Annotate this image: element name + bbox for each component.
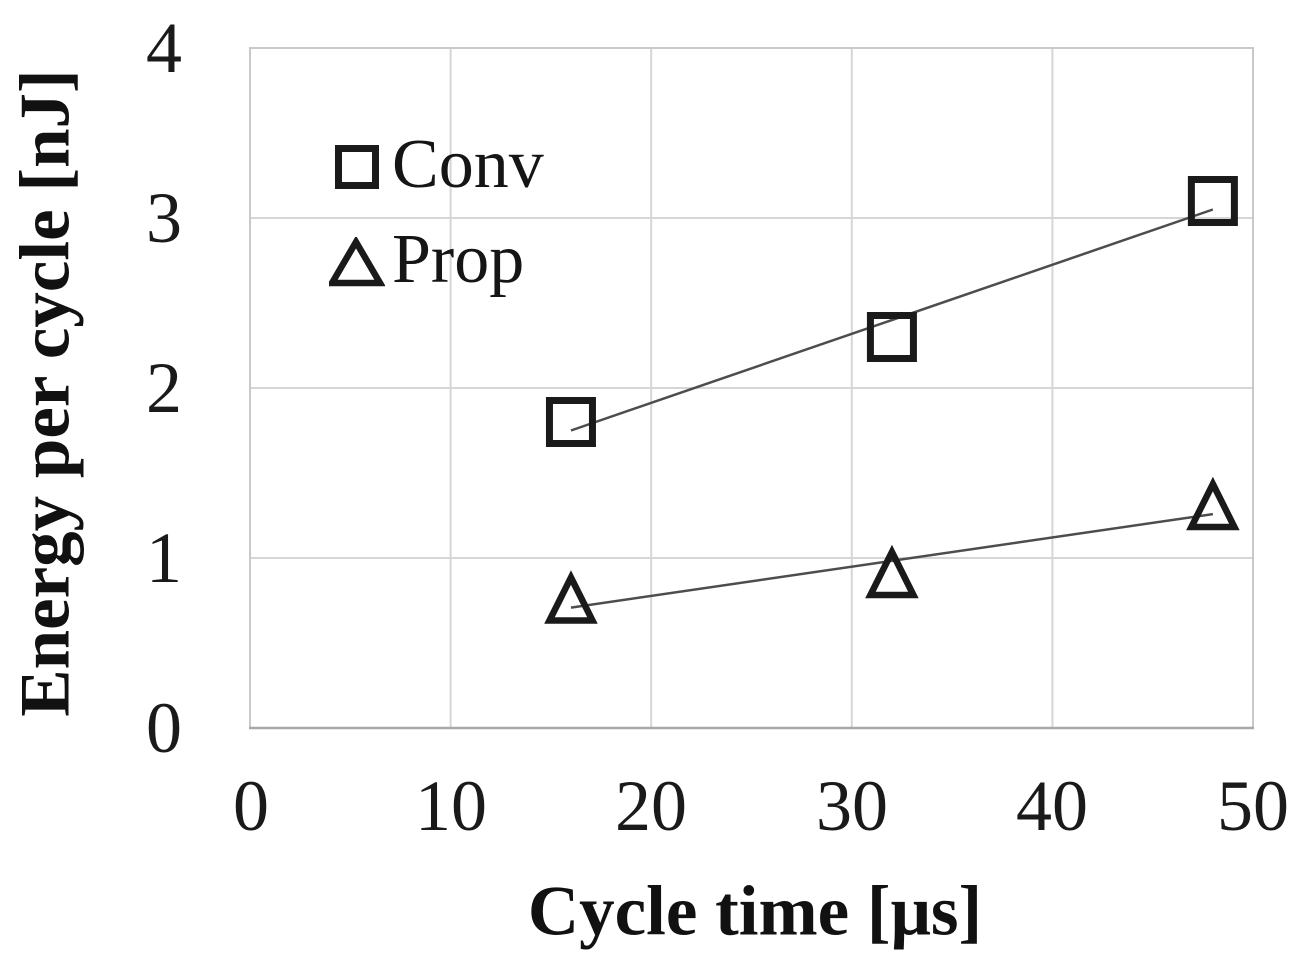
- square-outline-icon: [335, 145, 379, 189]
- legend-label-conv: Conv: [392, 126, 544, 204]
- x-tick-40: 40: [1016, 766, 1088, 846]
- data-point-prop-2: [1186, 476, 1240, 531]
- data-point-prop-0: [544, 570, 598, 624]
- trendline-prop: [570, 512, 1214, 609]
- legend-label-prop: Prop: [392, 221, 525, 299]
- data-point-conv-2: [1187, 176, 1238, 226]
- y-tick-3: 3: [146, 178, 182, 258]
- x-axis-title: Cycle time [μs]: [527, 872, 983, 951]
- y-axis-title: Energy per cycle [nJ]: [6, 69, 85, 717]
- x-tick-20: 20: [615, 766, 687, 846]
- triangle-outline-icon: [329, 237, 385, 287]
- x-tick-50: 50: [1217, 766, 1289, 846]
- data-point-conv-0: [545, 397, 596, 447]
- data-point-conv-1: [866, 312, 917, 362]
- data-point-prop-1: [865, 544, 919, 599]
- x-tick-30: 30: [816, 766, 888, 846]
- trendline-conv: [570, 208, 1214, 432]
- y-tick-4: 4: [146, 8, 182, 88]
- y-tick-0: 0: [146, 688, 182, 768]
- x-tick-0: 0: [233, 766, 269, 846]
- x-tick-10: 10: [415, 766, 487, 846]
- y-tick-1: 1: [146, 518, 182, 598]
- y-tick-2: 2: [146, 348, 182, 428]
